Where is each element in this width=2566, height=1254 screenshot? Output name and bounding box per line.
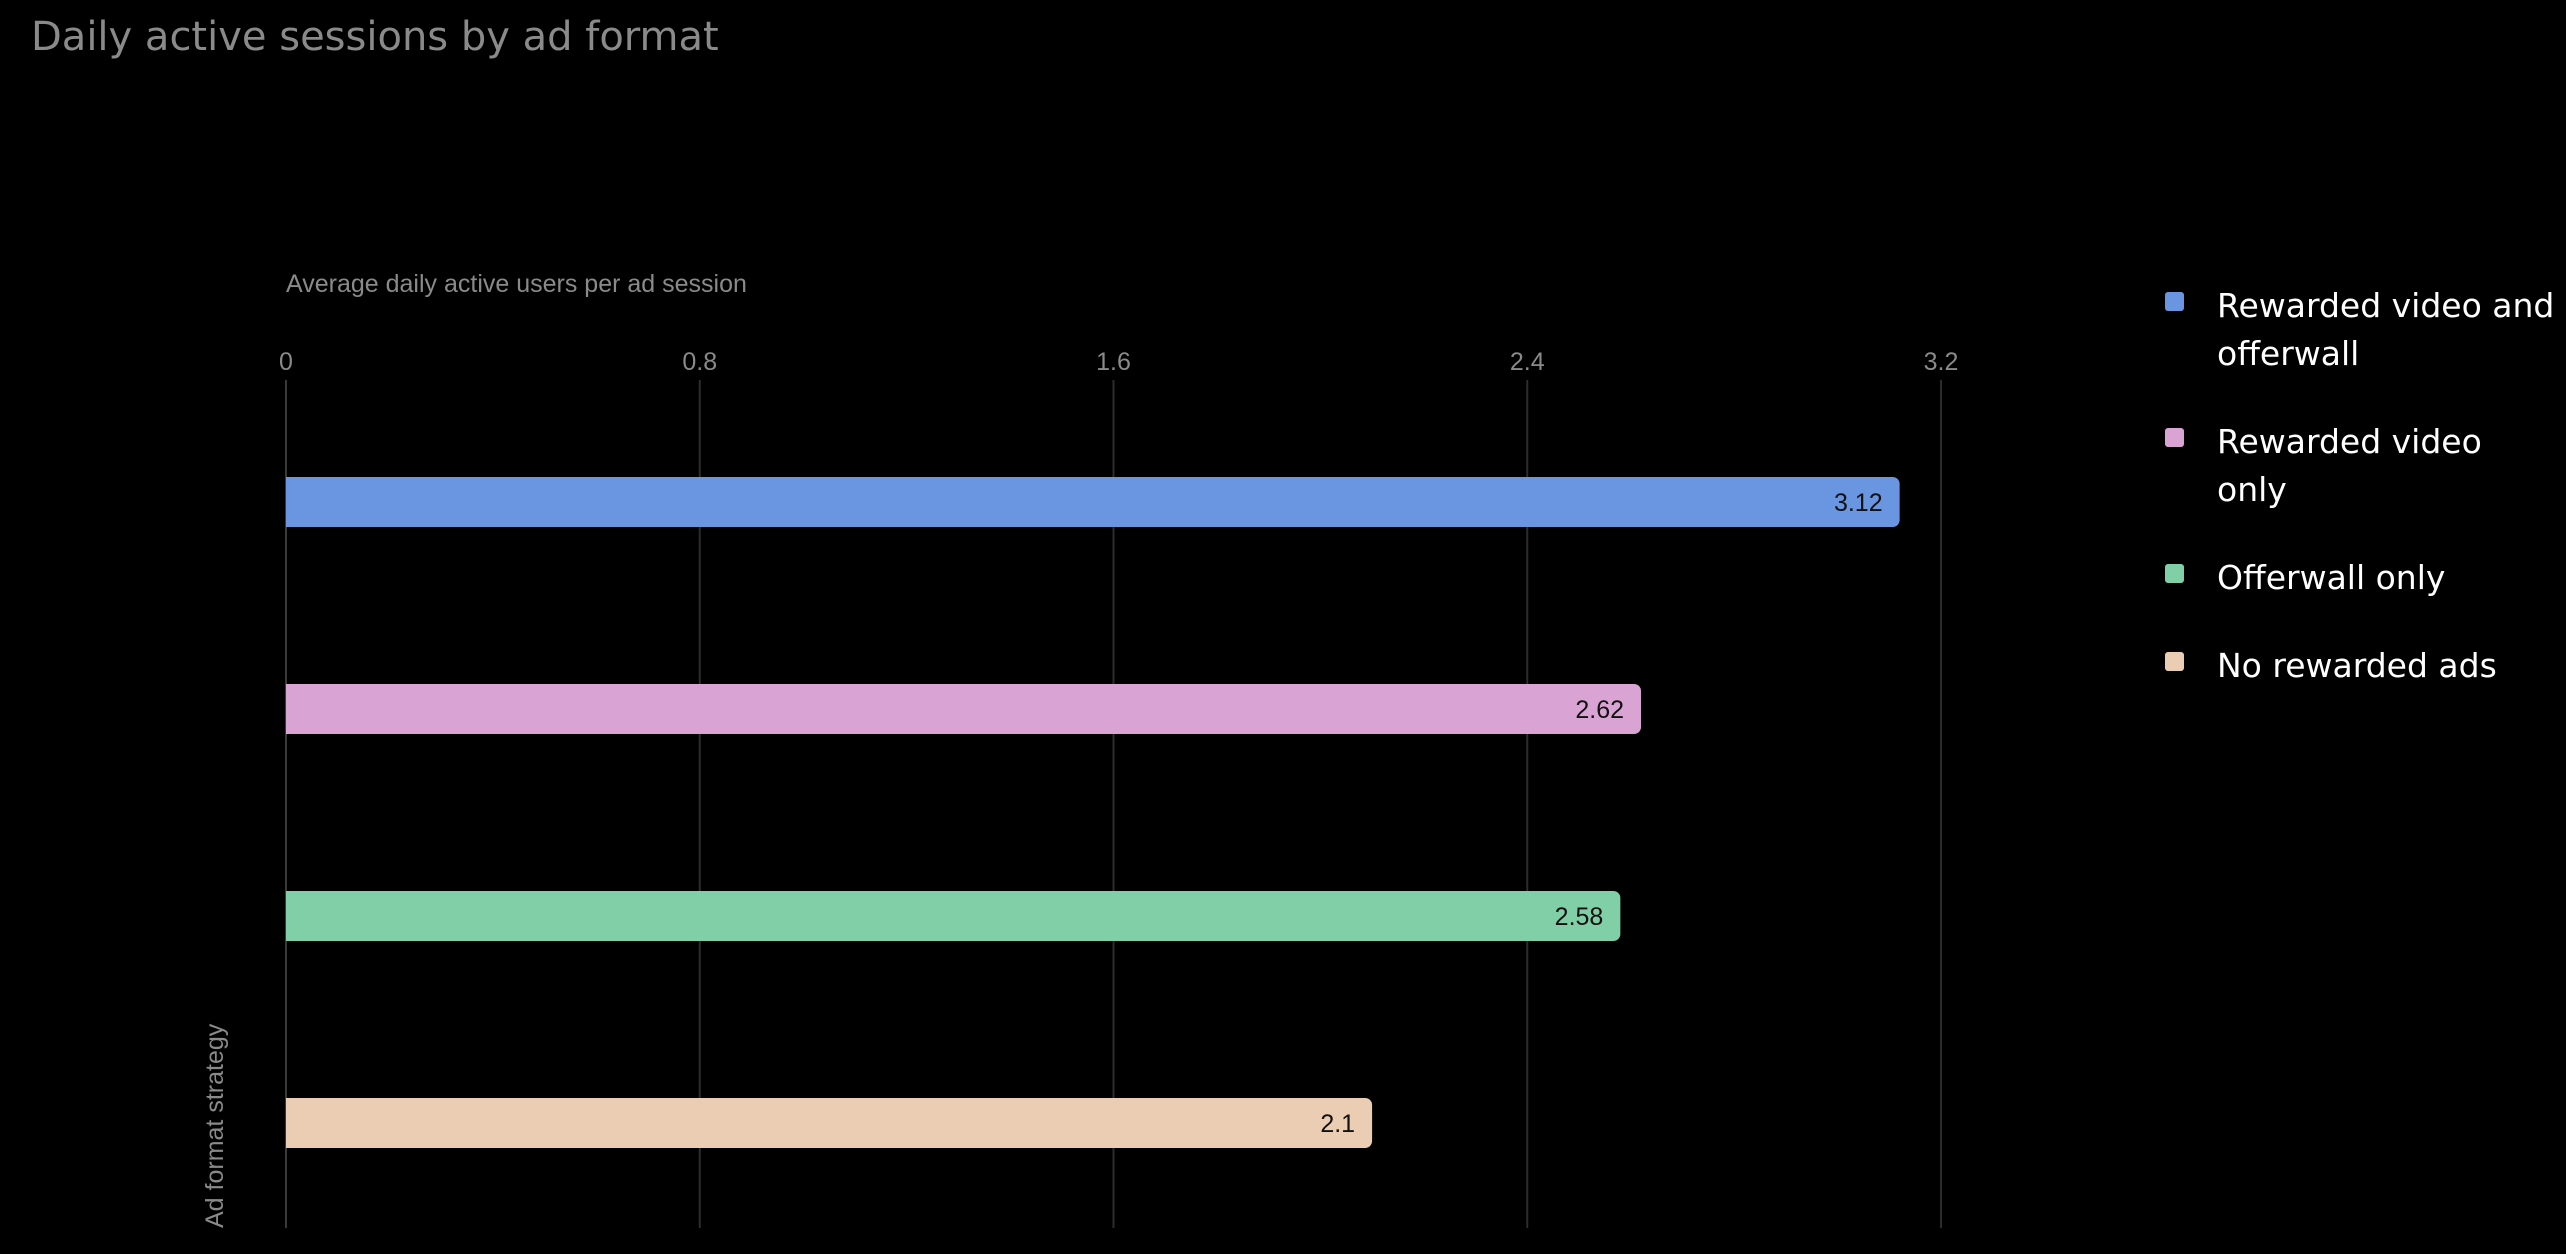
x-tick-label: 1.6 — [1096, 348, 1131, 376]
legend-label: No rewarded ads — [2217, 646, 2497, 685]
legend-label: Offerwall only — [2217, 558, 2446, 597]
legend-swatch-icon — [2165, 428, 2184, 447]
bar — [286, 684, 1642, 734]
legend-swatch-icon — [2165, 564, 2184, 583]
x-axis-title: Average daily active users per ad sessio… — [286, 270, 747, 298]
legend: Rewarded video and offerwall Rewarded vid… — [2162, 282, 2562, 730]
legend-label: Rewarded video and offerwall — [2217, 286, 2555, 373]
bar-left-edge — [286, 477, 296, 527]
bar-left-edge — [286, 1098, 296, 1148]
bar-value-label: 2.62 — [1575, 696, 1624, 724]
bar — [286, 477, 1900, 527]
legend-item: Rewarded video only — [2162, 418, 2562, 514]
x-tick-label: 3.2 — [1924, 348, 1959, 376]
chart-title: Daily active sessions by ad format — [31, 14, 719, 60]
legend-item: Offerwall only — [2162, 554, 2562, 602]
legend-item: No rewarded ads — [2162, 642, 2562, 690]
bar — [286, 891, 1621, 941]
x-tick-label: 0 — [279, 348, 293, 376]
bar-value-label: 3.12 — [1834, 489, 1883, 517]
bar-value-label: 2.58 — [1555, 903, 1604, 931]
bar — [286, 1098, 1373, 1148]
legend-swatch-icon — [2165, 292, 2184, 311]
bar-value-label: 2.1 — [1320, 1110, 1355, 1138]
y-axis-title: Ad format strategy — [201, 1023, 229, 1228]
bar-left-edge — [286, 891, 296, 941]
x-tick-label: 2.4 — [1510, 348, 1545, 376]
legend-swatch-icon — [2165, 652, 2184, 671]
legend-item: Rewarded video and offerwall — [2162, 282, 2562, 378]
bar-left-edge — [286, 684, 296, 734]
legend-label: Rewarded video only — [2217, 422, 2482, 509]
x-tick-label: 0.8 — [682, 348, 717, 376]
